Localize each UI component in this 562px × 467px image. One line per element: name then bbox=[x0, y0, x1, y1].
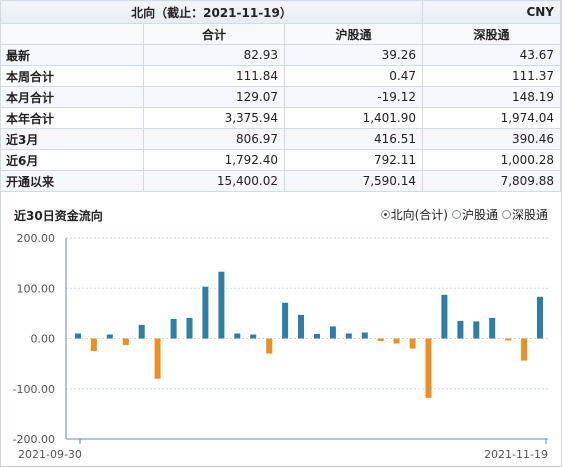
table-header-row: 合计 沪股通 深股通 bbox=[0, 23, 561, 45]
bar bbox=[425, 338, 432, 398]
bar bbox=[154, 338, 161, 379]
bar bbox=[186, 317, 193, 339]
bar bbox=[457, 320, 464, 339]
x-end-label: 2021-11-19 bbox=[484, 448, 548, 461]
bar bbox=[537, 296, 543, 339]
radio-unselected-icon[interactable] bbox=[451, 210, 461, 219]
row-value: 148.19 bbox=[422, 86, 561, 108]
row-value: 390.46 bbox=[422, 128, 561, 150]
flow-bar-chart: 200.00 100.00 0.00 -100.00 -200.00 2021-09-30… bbox=[13, 232, 548, 461]
radio-selected-icon[interactable] bbox=[380, 210, 390, 219]
table-row: 近3月 806.97 416.51 390.46 bbox=[0, 128, 561, 150]
row-value: 416.51 bbox=[284, 128, 423, 150]
table-row: 本月合计 129.07 -19.12 148.19 bbox=[0, 86, 561, 108]
bar bbox=[266, 338, 273, 354]
row-label: 近3月 bbox=[0, 128, 144, 150]
bar bbox=[361, 332, 368, 339]
bar bbox=[250, 334, 257, 339]
radio-label-shanghai: 沪股通 bbox=[461, 208, 498, 222]
y-tick-label: -200.00 bbox=[13, 433, 55, 446]
bar bbox=[234, 333, 241, 339]
row-label: 近6月 bbox=[0, 149, 144, 171]
table-row: 本周合计 111.84 0.47 111.37 bbox=[0, 65, 561, 87]
y-tick-label: 100.00 bbox=[17, 282, 56, 295]
chart-header: 近30日资金流向 北向(合计) 沪股通 深股通 bbox=[0, 203, 560, 225]
currency-unit: CNY bbox=[422, 0, 561, 24]
bar bbox=[314, 334, 320, 339]
row-value: 792.11 bbox=[284, 149, 423, 171]
bar bbox=[90, 338, 97, 352]
bar bbox=[409, 338, 416, 349]
bar bbox=[170, 318, 177, 339]
radio-label-north-total: 北向(合计) bbox=[390, 208, 448, 222]
row-label: 本年合计 bbox=[0, 107, 144, 129]
row-value: 3,375.94 bbox=[143, 107, 285, 129]
row-value: 43.67 bbox=[422, 44, 561, 66]
bar bbox=[441, 294, 448, 339]
bar bbox=[345, 333, 352, 339]
x-start-label: 2021-09-30 bbox=[18, 448, 82, 461]
row-value: 1,401.90 bbox=[284, 107, 423, 129]
row-label: 开通以来 bbox=[0, 170, 144, 192]
bar bbox=[138, 324, 145, 339]
radio-shanghai[interactable]: 沪股通 bbox=[451, 206, 498, 223]
bar bbox=[377, 338, 384, 341]
row-label: 本月合计 bbox=[0, 86, 144, 108]
bar bbox=[282, 302, 289, 339]
table-row: 近6月 1,792.40 792.11 1,000.28 bbox=[0, 149, 561, 171]
radio-shenzhen[interactable]: 深股通 bbox=[501, 206, 548, 223]
table-row: 最新 82.93 39.26 43.67 bbox=[0, 44, 561, 66]
table-title: 北向（截止：2021-11-19） bbox=[0, 0, 423, 24]
row-value: 111.84 bbox=[143, 65, 285, 87]
north-flow-table: 北向（截止：2021-11-19） CNY 合计 沪股通 深股通 最新 82.93… bbox=[0, 0, 561, 192]
y-tick-label: 0.00 bbox=[31, 333, 56, 346]
bar bbox=[505, 338, 512, 341]
chart-title: 近30日资金流向 bbox=[14, 209, 103, 223]
radio-label-shenzhen: 深股通 bbox=[511, 208, 548, 222]
row-label: 最新 bbox=[0, 44, 144, 66]
bar bbox=[521, 338, 528, 361]
table-row: 本年合计 3,375.94 1,401.90 1,974.04 bbox=[0, 107, 561, 129]
row-value: 7,809.88 bbox=[422, 170, 561, 192]
row-value: 1,974.04 bbox=[422, 107, 561, 129]
bar bbox=[329, 326, 336, 339]
row-value: 129.07 bbox=[143, 86, 285, 108]
table-title-row: 北向（截止：2021-11-19） CNY bbox=[0, 0, 561, 24]
col-header-shanghai: 沪股通 bbox=[284, 23, 423, 45]
row-value: 39.26 bbox=[284, 44, 423, 66]
row-value: -19.12 bbox=[284, 86, 423, 108]
bar bbox=[298, 314, 304, 339]
bar bbox=[393, 338, 400, 344]
row-value: 7,590.14 bbox=[284, 170, 423, 192]
bar bbox=[75, 333, 81, 339]
row-value: 1,792.40 bbox=[143, 149, 285, 171]
row-value: 1,000.28 bbox=[422, 149, 561, 171]
bar bbox=[473, 321, 480, 339]
bar bbox=[218, 271, 225, 339]
row-value: 15,400.02 bbox=[143, 170, 285, 192]
bar bbox=[489, 317, 496, 339]
bar bbox=[106, 334, 113, 339]
row-label: 本周合计 bbox=[0, 65, 144, 87]
y-tick-label: -100.00 bbox=[13, 383, 55, 396]
radio-north-total[interactable]: 北向(合计) bbox=[380, 206, 448, 223]
row-value: 806.97 bbox=[143, 128, 285, 150]
table-row: 开通以来 15,400.02 7,590.14 7,809.88 bbox=[0, 170, 561, 192]
header-empty bbox=[0, 23, 144, 45]
row-value: 82.93 bbox=[143, 44, 285, 66]
y-tick-label: 200.00 bbox=[17, 232, 56, 245]
bar bbox=[202, 286, 209, 339]
bar bbox=[122, 338, 129, 345]
col-header-total: 合计 bbox=[143, 23, 285, 45]
row-value: 0.47 bbox=[284, 65, 423, 87]
row-value: 111.37 bbox=[422, 65, 561, 87]
series-selector: 北向(合计) 沪股通 深股通 bbox=[380, 206, 548, 223]
radio-unselected-icon[interactable] bbox=[501, 210, 511, 219]
col-header-shenzhen: 深股通 bbox=[422, 23, 561, 45]
